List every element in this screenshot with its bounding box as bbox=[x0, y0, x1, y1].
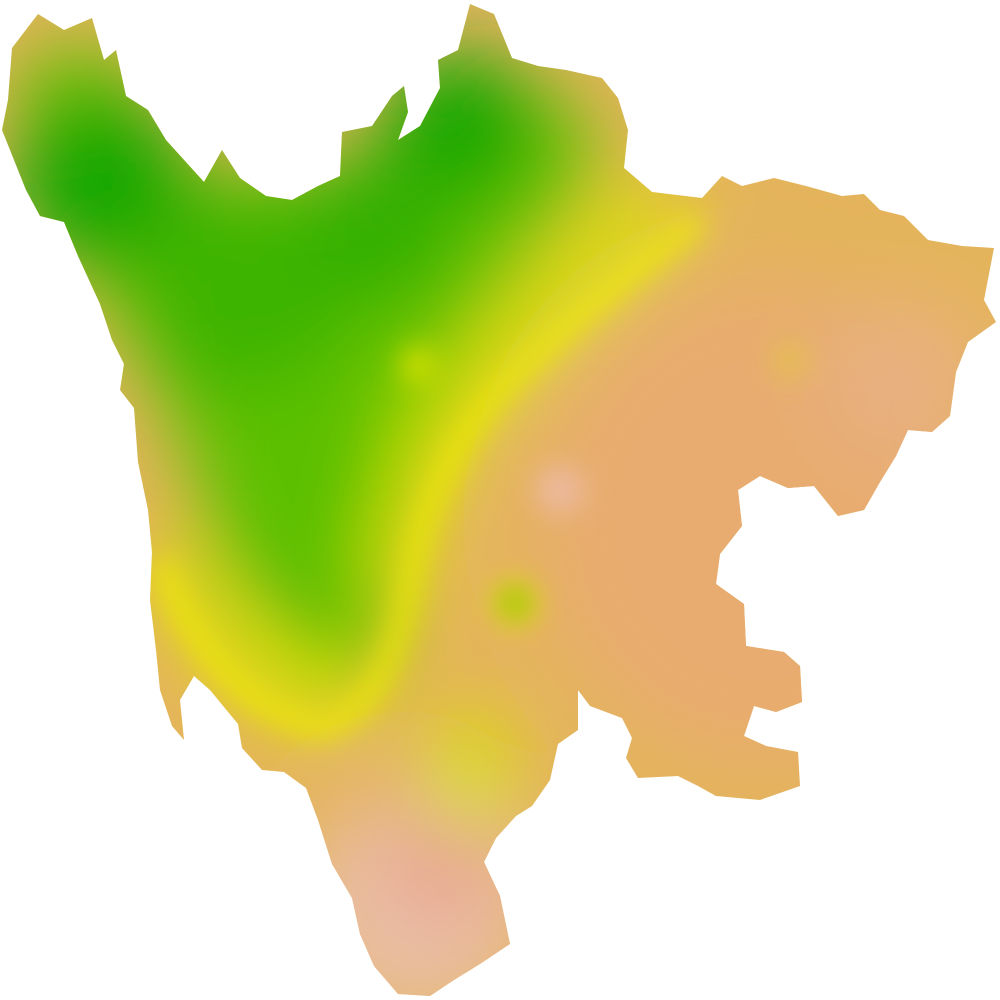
detail-layer bbox=[152, 213, 808, 737]
gradient-layer bbox=[10, 40, 980, 996]
